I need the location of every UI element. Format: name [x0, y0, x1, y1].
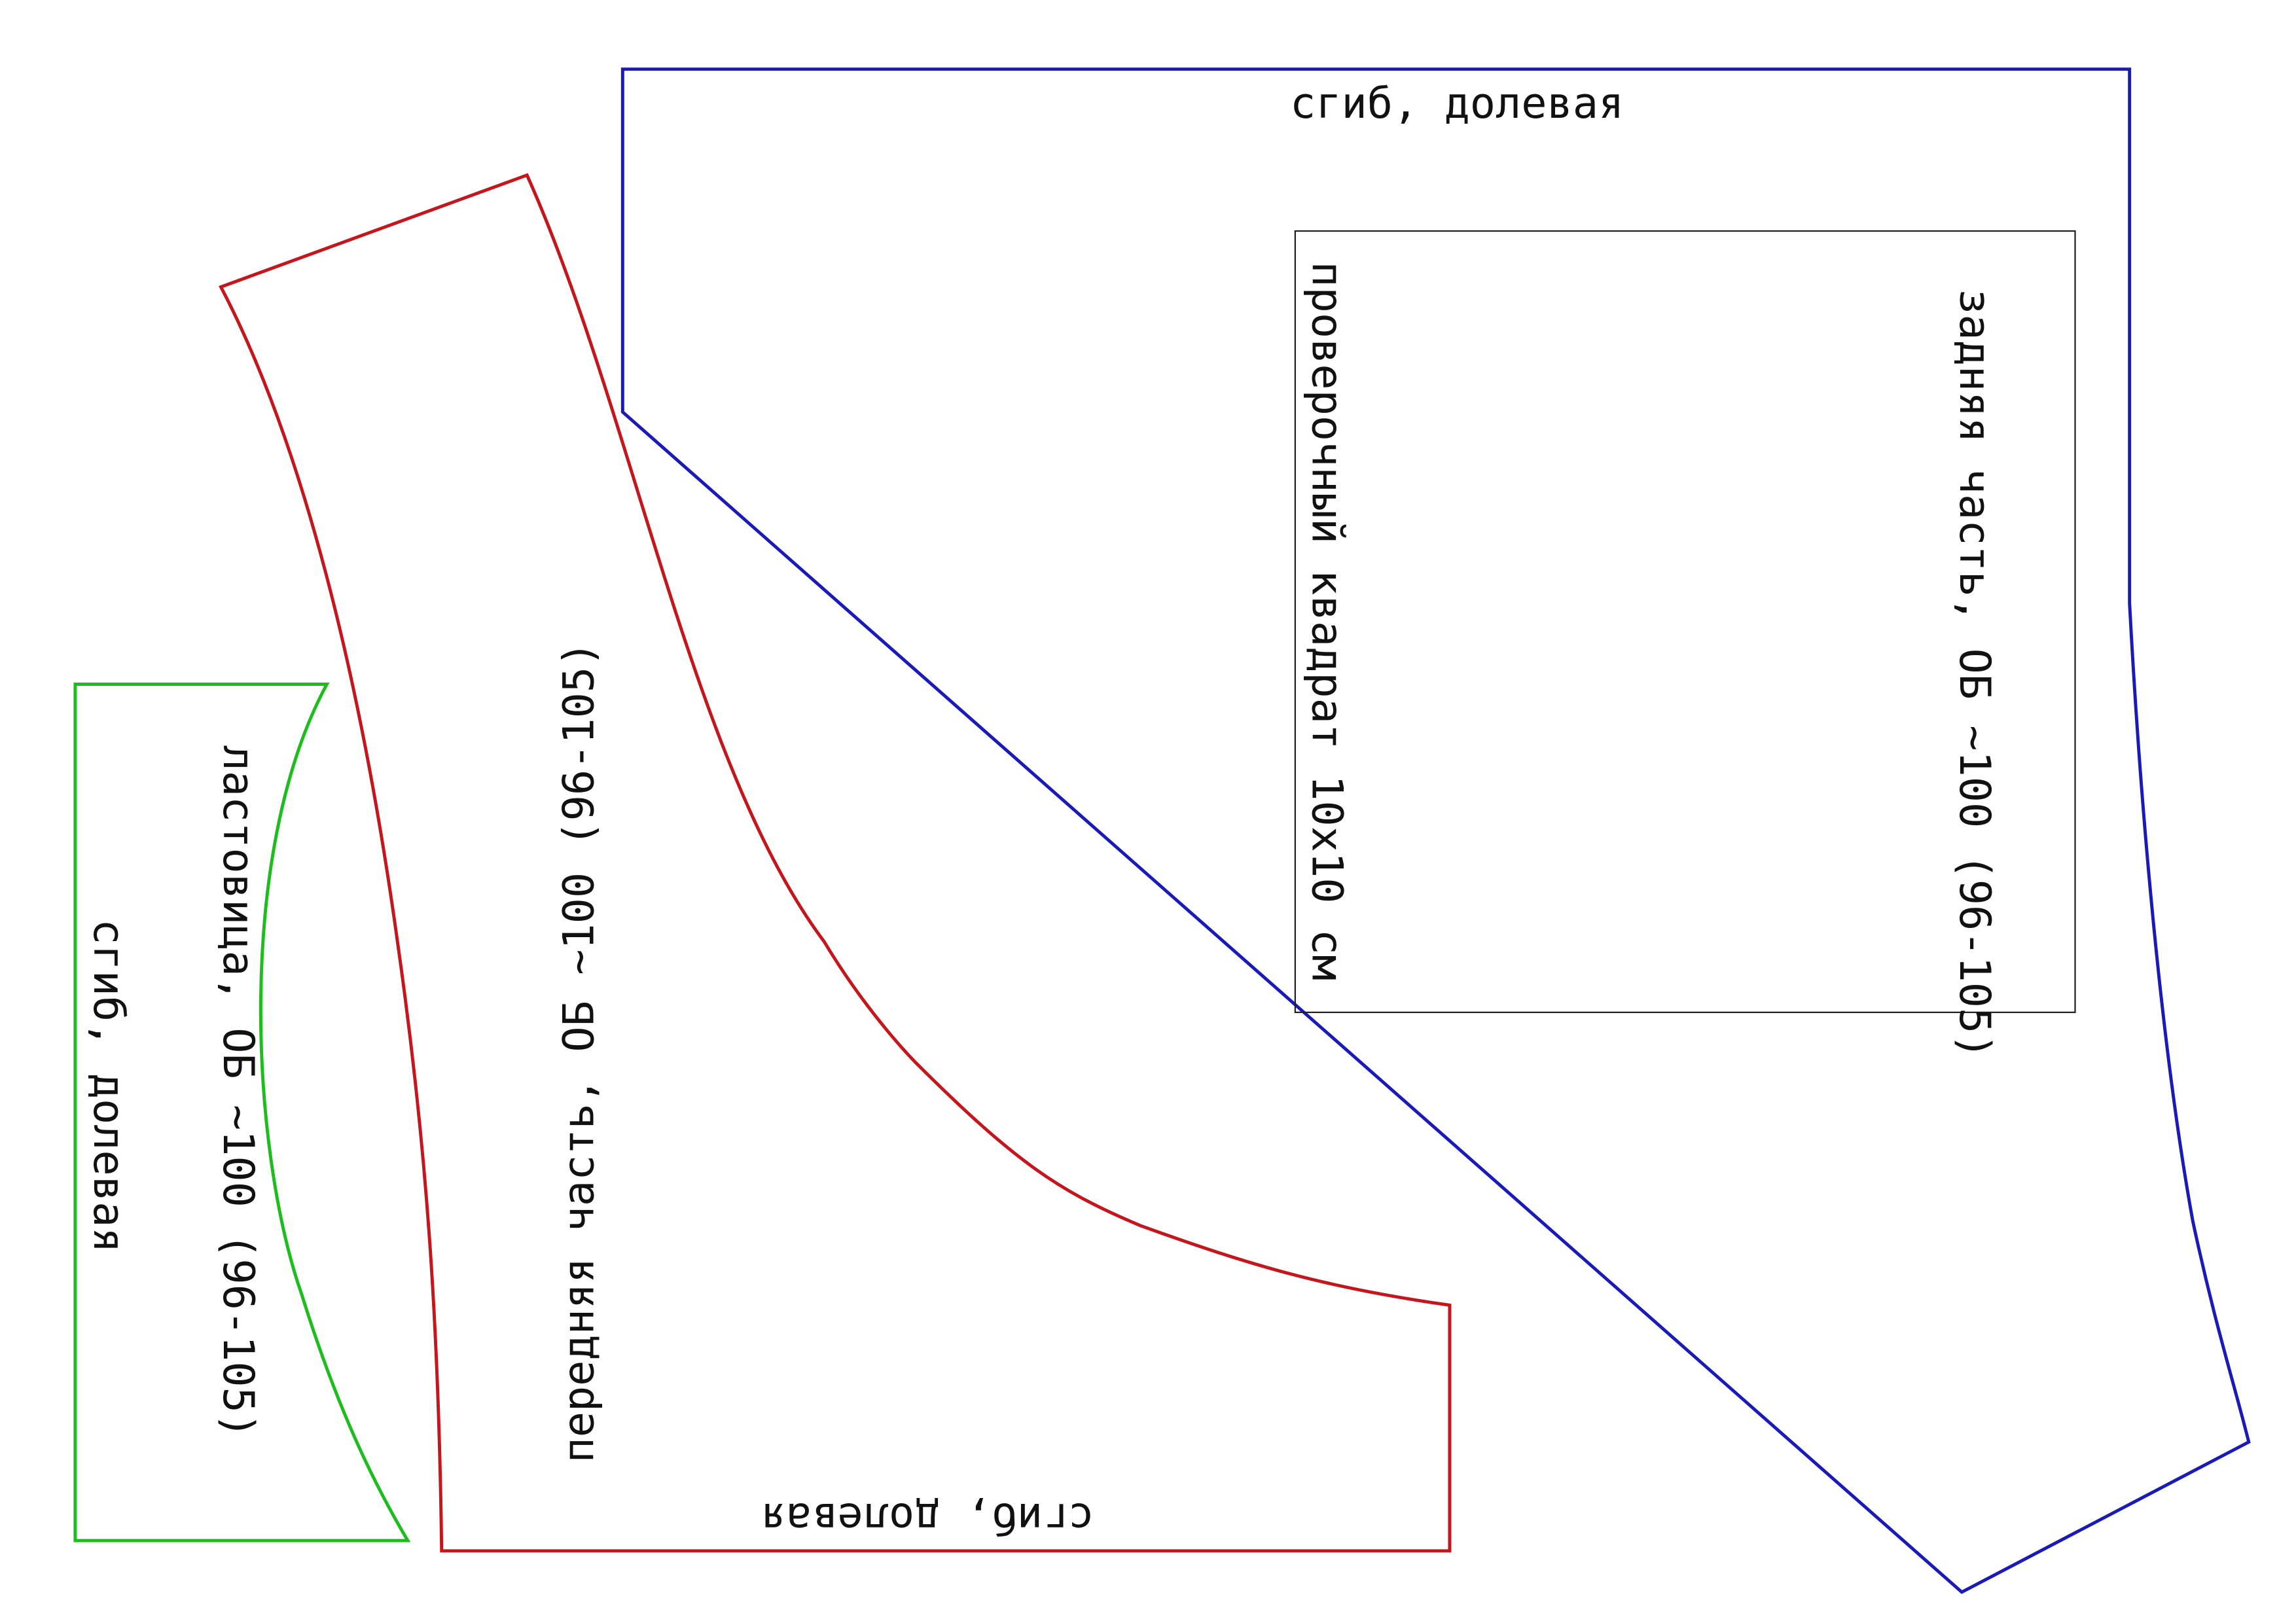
- test-square-label: проверочный квадрат 10х10 см: [1302, 261, 1352, 980]
- gusset-fold-label: сгиб, долевая: [84, 919, 134, 1253]
- front-piece-outline: [218, 173, 1452, 1553]
- front-piece-label: передняя часть, ОБ ~100 (96-105): [554, 641, 603, 1463]
- back-piece-outline: [620, 67, 2251, 1594]
- test-square: [1294, 230, 2076, 1014]
- back-fold-label: сгиб, долевая: [1290, 79, 1624, 128]
- front-fold-label: сгиб, долевая: [761, 1493, 1094, 1543]
- gusset-label: ластовица, ОБ ~100 (96-105): [213, 745, 263, 1438]
- gusset-outline: [73, 683, 411, 1543]
- back-piece-label: задняя часть, ОБ ~100 (96-105): [1950, 289, 2000, 1059]
